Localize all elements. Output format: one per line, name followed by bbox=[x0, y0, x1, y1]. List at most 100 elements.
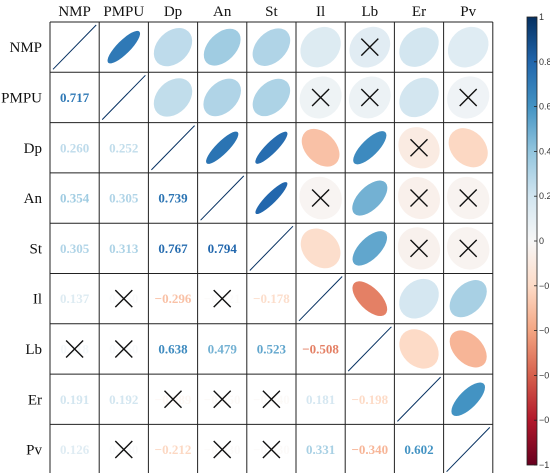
ellipse-pmpu-an bbox=[203, 78, 241, 117]
color-bar-tick-label: −0.6 bbox=[539, 370, 550, 380]
coefficient-st-an: 0.794 bbox=[208, 241, 238, 256]
ellipse-lb-er bbox=[399, 329, 439, 369]
ellipse-il-pv bbox=[449, 280, 487, 318]
insignificant-cross-er-dp bbox=[164, 390, 182, 409]
column-label-nmp: NMP bbox=[58, 4, 91, 20]
diagonal-line-st bbox=[249, 225, 294, 271]
coefficient-an-nmp: 0.354 bbox=[60, 191, 90, 206]
diagonal-line-pv bbox=[446, 427, 491, 473]
coefficient-pv-lb: −0.340 bbox=[351, 442, 388, 457]
insignificant-cross-pmpu-lb bbox=[360, 88, 379, 107]
insignificant-cross-an-pv bbox=[459, 189, 478, 208]
coefficient-pv-er: 0.602 bbox=[404, 442, 433, 457]
ellipse-pmpu-st bbox=[252, 78, 291, 117]
insignificant-cross-il-an bbox=[213, 289, 232, 308]
color-bar-tick-label: 0 bbox=[539, 236, 544, 246]
column-label-st: St bbox=[265, 4, 278, 20]
ellipse-dp-st bbox=[255, 131, 288, 164]
matrix-grid bbox=[49, 21, 494, 473]
row-label-pv: Pv bbox=[26, 443, 42, 459]
variable-labels: NMP NMP PMPU PMPU Dp Dp An An St St Il Il Lb Lb Er Er Pv… bbox=[1, 4, 476, 459]
insignificant-cross-pmpu-pv bbox=[459, 88, 478, 107]
coefficient-an-dp: 0.739 bbox=[158, 191, 188, 206]
ellipse-nmp-an bbox=[203, 28, 241, 66]
ellipse-nmp-pv bbox=[447, 26, 489, 68]
ellipse-er-pv bbox=[451, 382, 486, 417]
insignificant-cross-pv-pmpu bbox=[114, 440, 133, 459]
ellipse-dp-pv bbox=[448, 128, 488, 168]
ellipse-nmp-pmpu bbox=[107, 30, 141, 64]
row-label-il: Il bbox=[33, 292, 42, 308]
row-label-er: Er bbox=[28, 392, 42, 408]
insignificant-cross-an-il bbox=[311, 189, 330, 208]
coefficient-dp-pmpu: 0.252 bbox=[109, 140, 138, 155]
row-label-an: An bbox=[24, 191, 43, 207]
coefficient-lb-il: −0.508 bbox=[302, 341, 339, 356]
color-bar-tick-label: −0.8 bbox=[539, 415, 550, 425]
ellipse-nmp-il bbox=[300, 26, 341, 68]
coefficient-il-st: −0.178 bbox=[253, 291, 290, 306]
ellipse-il-lb bbox=[352, 281, 388, 317]
column-label-lb: Lb bbox=[361, 4, 378, 20]
ellipse-dp-an bbox=[206, 131, 239, 164]
column-label-dp: Dp bbox=[164, 4, 182, 20]
coefficient-lb-an: 0.479 bbox=[208, 341, 238, 356]
column-label-pv: Pv bbox=[460, 4, 476, 20]
ellipse-dp-lb bbox=[353, 131, 387, 165]
insignificant-cross-er-st bbox=[262, 390, 281, 409]
diagonal-line-lb bbox=[347, 326, 392, 372]
ellipse-st-il bbox=[300, 228, 341, 269]
insignificant-cross-lb-pmpu bbox=[114, 339, 133, 358]
ellipse-dp-il bbox=[301, 128, 340, 167]
coefficient-er-il: 0.181 bbox=[306, 392, 335, 407]
color-bar-tick-label: −0.2 bbox=[539, 281, 550, 291]
color-bar-tick-label: 0.2 bbox=[539, 191, 550, 201]
row-label-st: St bbox=[29, 241, 42, 257]
insignificant-cross-lb-nmp bbox=[65, 339, 84, 358]
matrix-cells: 0.717 0.260 0.252 0.354 0.305 0.739 0.305 0.313… bbox=[52, 24, 491, 473]
ellipse-an-lb bbox=[352, 180, 388, 216]
coefficient-dp-nmp: 0.260 bbox=[60, 140, 89, 155]
diagonal-line-il bbox=[298, 276, 343, 322]
insignificant-cross-st-er bbox=[410, 239, 428, 258]
insignificant-cross-il-pmpu bbox=[114, 289, 133, 308]
diagonal-line-pmpu bbox=[101, 74, 146, 120]
coefficient-er-pmpu: 0.192 bbox=[109, 392, 138, 407]
diagonal-line-an bbox=[200, 175, 245, 221]
coefficient-lb-st: 0.523 bbox=[257, 341, 287, 356]
ellipse-an-st bbox=[255, 182, 288, 215]
ellipse-pmpu-er bbox=[399, 77, 439, 118]
coefficient-er-nmp: 0.191 bbox=[60, 392, 89, 407]
insignificant-cross-pv-st bbox=[262, 440, 281, 459]
color-bar: 1 0.8 0.6 0.4 0.2 0 −0.2 −0.4 −0.6 −0.8 −1 bbox=[526, 12, 550, 470]
row-label-lb: Lb bbox=[25, 342, 42, 358]
diagonal-line-nmp bbox=[52, 24, 97, 70]
insignificant-cross-an-er bbox=[410, 189, 428, 208]
diagonal-line-er bbox=[397, 376, 441, 422]
column-label-an: An bbox=[213, 4, 232, 20]
diagonal-line-dp bbox=[151, 125, 195, 171]
coefficient-pmpu-nmp: 0.717 bbox=[60, 90, 90, 105]
column-label-er: Er bbox=[412, 4, 426, 20]
ellipse-nmp-st bbox=[252, 28, 291, 66]
insignificant-cross-pv-an bbox=[213, 440, 232, 459]
color-bar-tick-label: 0.4 bbox=[539, 146, 550, 156]
color-bar-tick-label: 0.8 bbox=[539, 57, 550, 67]
ellipse-lb-pv bbox=[449, 330, 487, 368]
coefficient-pv-dp: −0.212 bbox=[155, 442, 192, 457]
ellipse-st-lb bbox=[352, 231, 388, 266]
coefficient-lb-dp: 0.638 bbox=[158, 341, 188, 356]
ellipse-pmpu-dp bbox=[153, 78, 193, 117]
ellipse-nmp-dp bbox=[153, 27, 193, 67]
insignificant-cross-st-pv bbox=[459, 239, 478, 258]
column-label-pmpu: PMPU bbox=[103, 4, 144, 20]
ellipse-il-er bbox=[399, 278, 439, 319]
row-label-pmpu: PMPU bbox=[1, 90, 42, 106]
coefficient-er-lb: −0.198 bbox=[351, 392, 388, 407]
column-label-il: Il bbox=[316, 4, 325, 20]
row-label-nmp: NMP bbox=[9, 40, 42, 56]
coefficient-pv-il: 0.331 bbox=[306, 442, 335, 457]
coefficient-st-pmpu: 0.313 bbox=[109, 241, 139, 256]
insignificant-cross-er-an bbox=[213, 390, 232, 409]
